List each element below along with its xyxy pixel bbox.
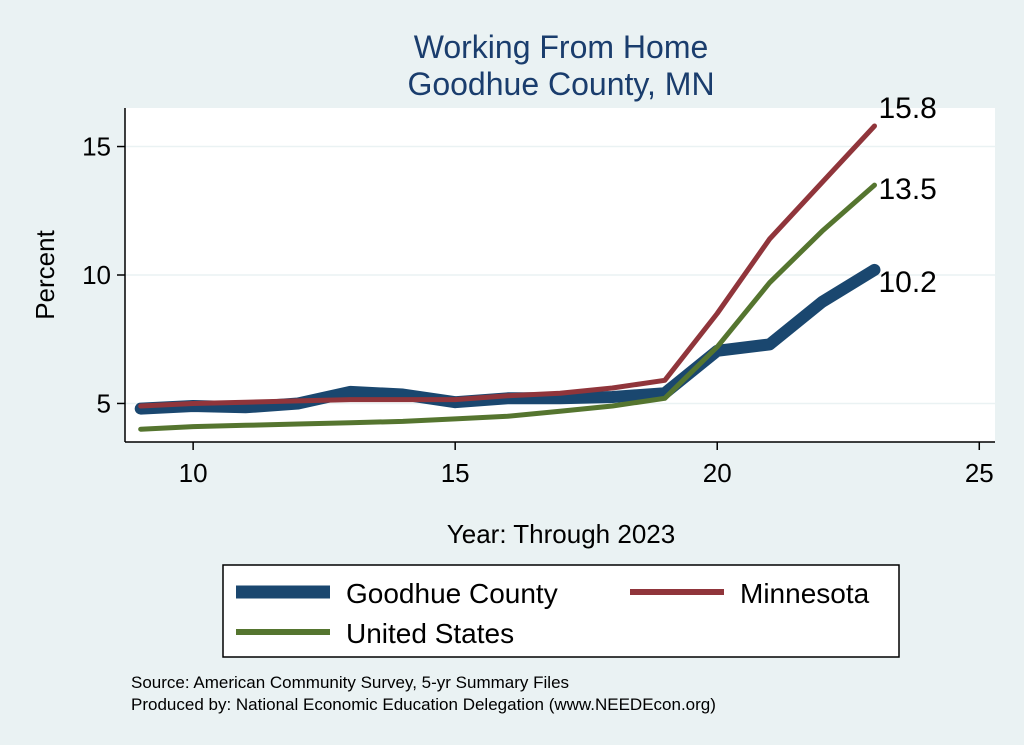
y-tick-label: 15 [82, 132, 111, 162]
legend-label-minnesota: Minnesota [740, 578, 870, 609]
y-tick-label: 5 [97, 388, 111, 418]
series-line-minnesota [138, 123, 877, 409]
end-labels: 10.2 15.8 13.5 [878, 92, 936, 299]
producer-note: Produced by: National Economic Education… [131, 695, 716, 714]
legend-box[interactable] [222, 564, 900, 658]
legend-label-united-states: United States [346, 618, 514, 649]
y-tick-label: 10 [82, 260, 111, 290]
series-lines [134, 123, 881, 432]
x-tick-label: 15 [441, 458, 470, 488]
x-tick-label: 20 [703, 458, 732, 488]
x-tick-label: 25 [965, 458, 994, 488]
y-axis-title: Percent [30, 229, 60, 319]
chart-title-line-2: Goodhue County, MN [407, 66, 714, 102]
legend-label-goodhue-county: Goodhue County [346, 578, 558, 609]
source-note: Source: American Community Survey, 5-yr … [131, 673, 569, 692]
chart-title-line-1: Working From Home [414, 29, 709, 65]
end-label-united-states: 13.5 [878, 173, 936, 206]
x-axis-title: Year: Through 2023 [447, 519, 675, 549]
legend: Goodhue County Minnesota United States [236, 578, 870, 649]
end-label-minnesota: 15.8 [878, 92, 936, 125]
x-tick-label: 10 [179, 458, 208, 488]
end-label-goodhue-county: 10.2 [878, 266, 936, 299]
series-line-united-states [138, 182, 877, 432]
axes: 5 10 15 10 15 20 25 [82, 108, 995, 488]
